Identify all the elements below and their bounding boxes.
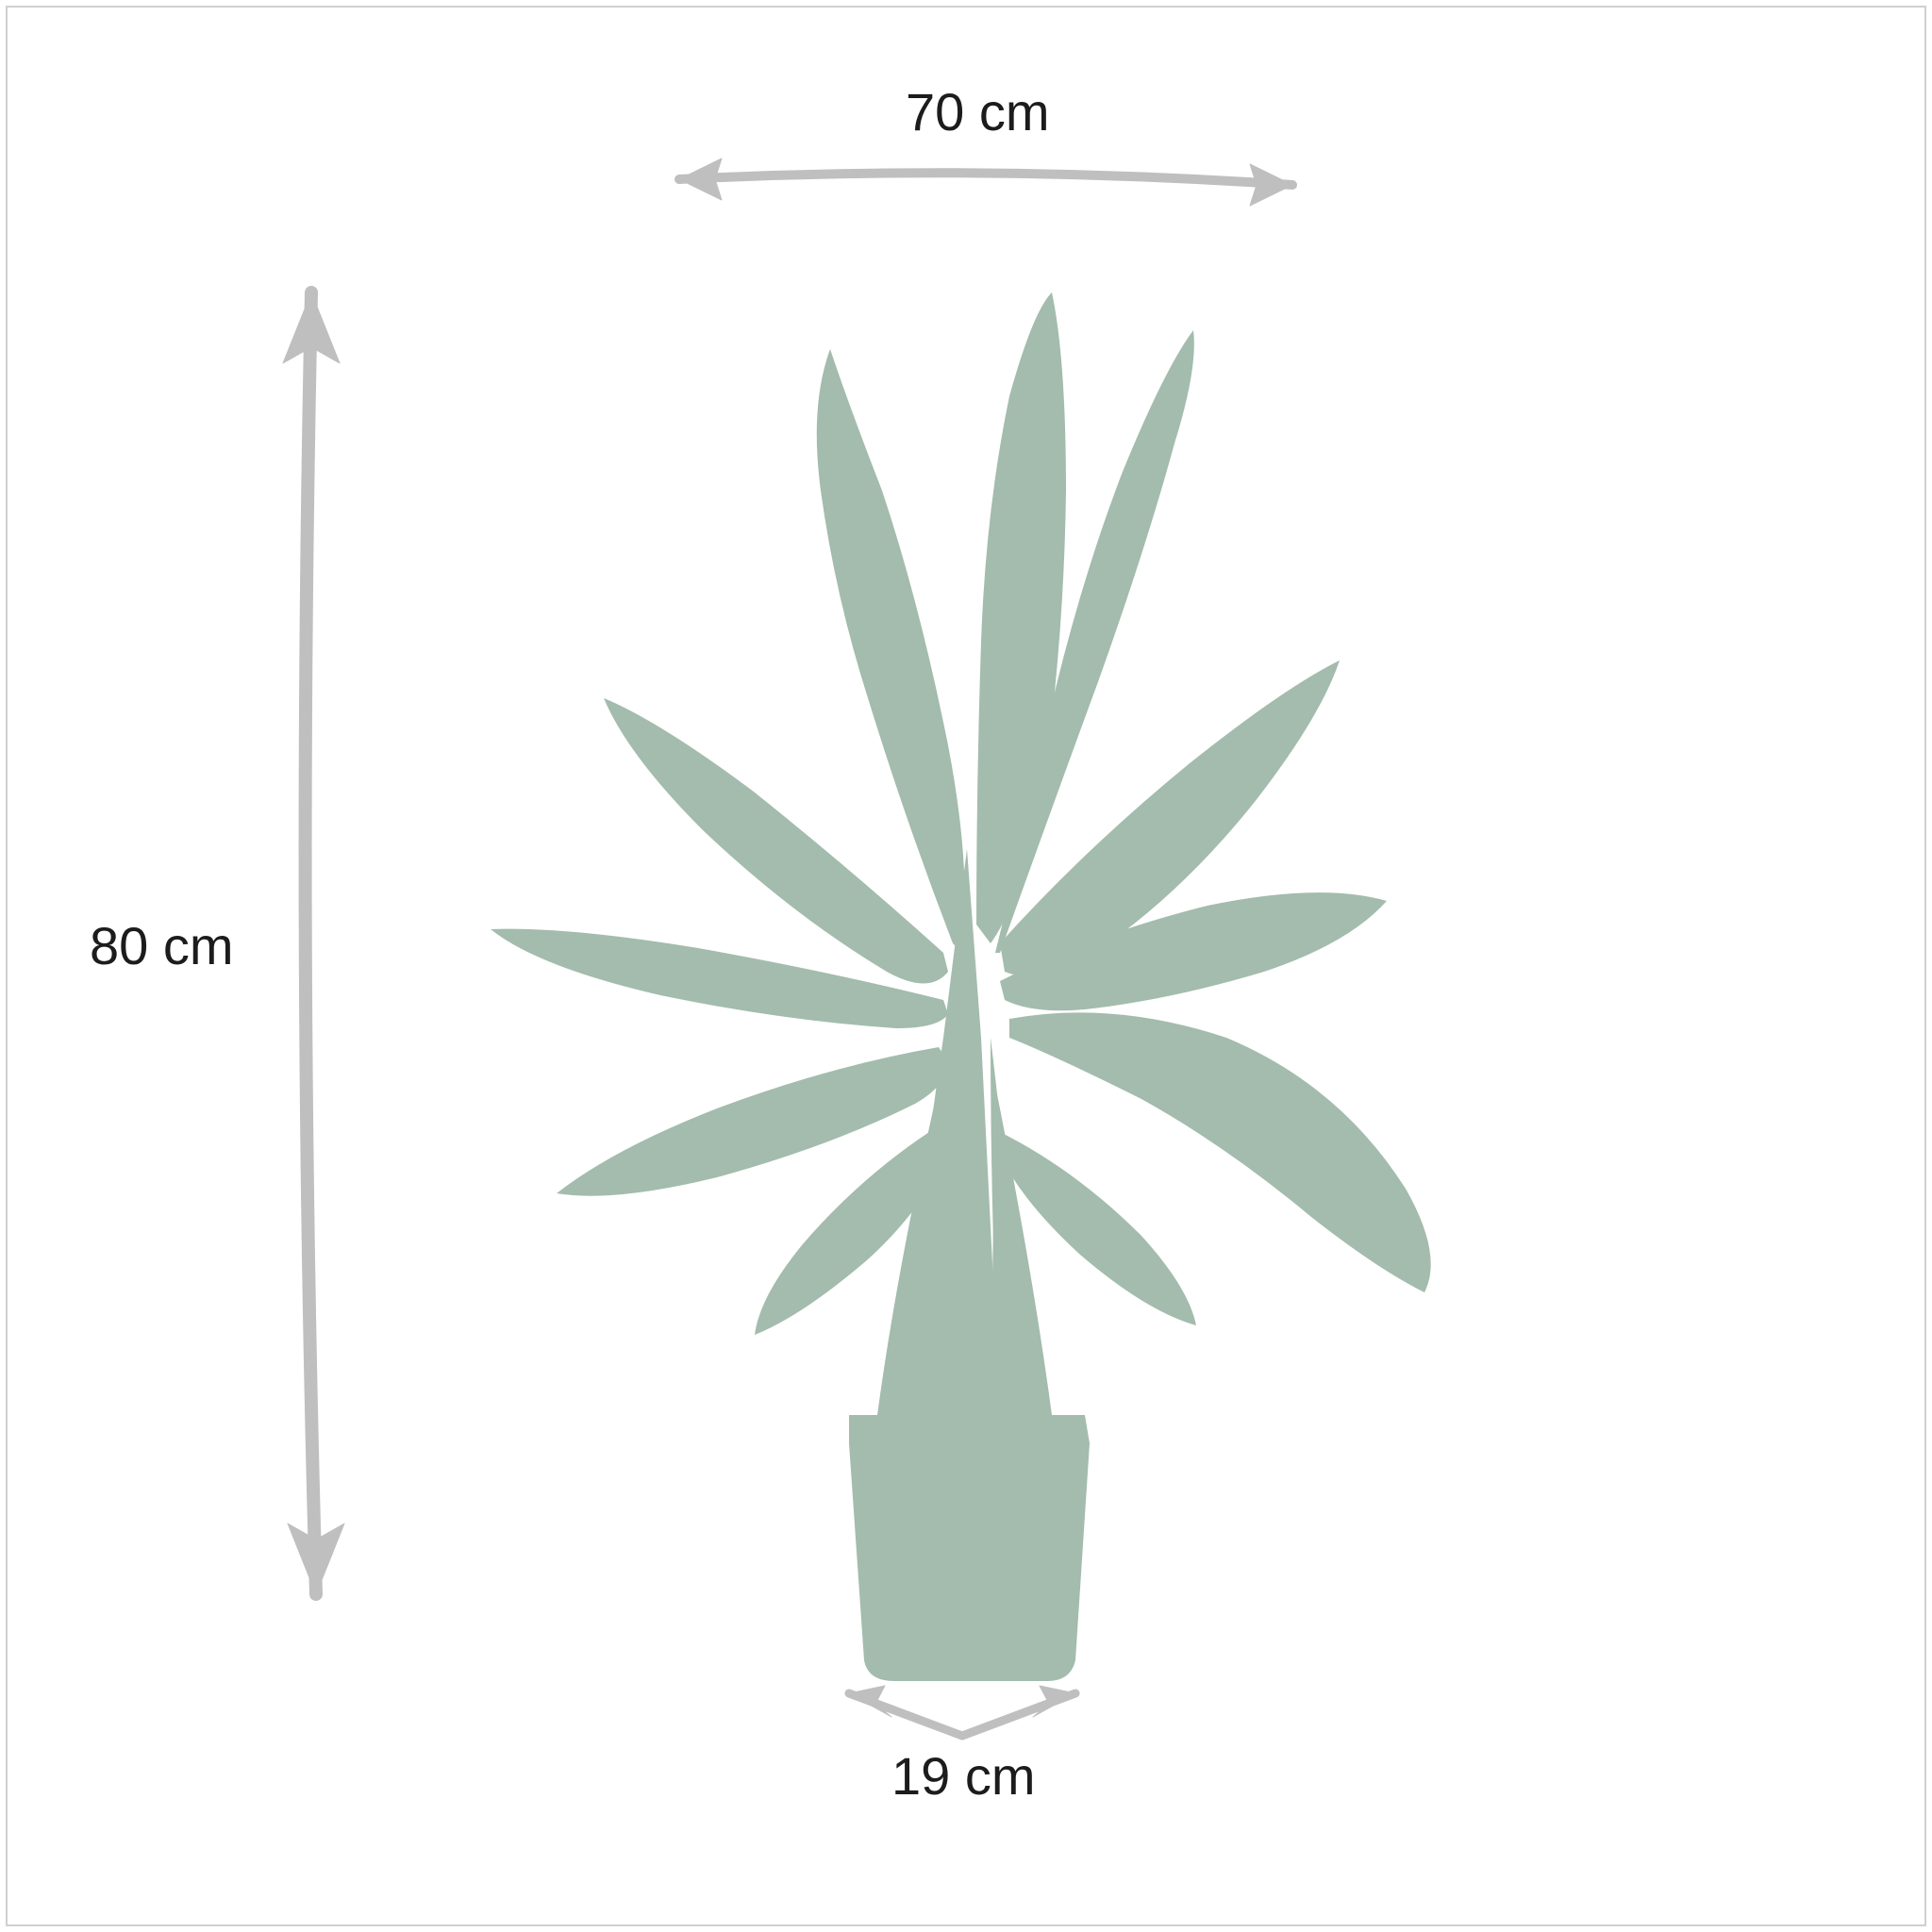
dimension-arrows [0,0,1932,1932]
pot-width-label: 19 cm [891,1745,1036,1807]
dimension-diagram: 70 cm 80 cm 19 cm [0,0,1932,1932]
height-label: 80 cm [90,915,234,976]
width-label: 70 cm [906,81,1050,142]
